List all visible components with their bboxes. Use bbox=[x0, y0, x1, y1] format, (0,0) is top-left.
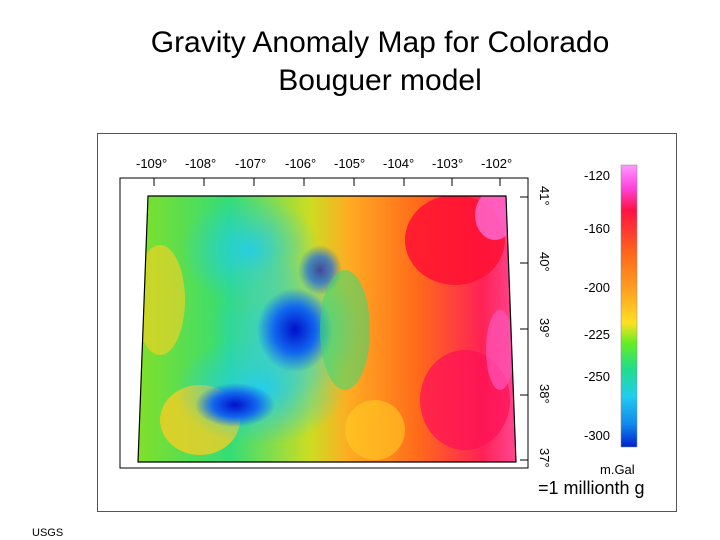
map-title: Gravity Anomaly Map for Colorado bbox=[150, 26, 610, 59]
source-credit: USGS bbox=[32, 527, 64, 539]
longitude-label: -102° bbox=[481, 156, 513, 171]
colorbar-units: m.Gal bbox=[600, 462, 635, 477]
longitude-label: -109° bbox=[136, 156, 168, 171]
longitude-ticks bbox=[153, 178, 501, 186]
state-outline bbox=[137, 195, 517, 463]
map-subtitle: Bouguer model bbox=[278, 64, 482, 97]
longitude-label: -105° bbox=[334, 156, 366, 171]
longitude-label: -104° bbox=[383, 156, 415, 171]
latitude-label: 41° bbox=[537, 186, 552, 206]
colorbar-label: -250 bbox=[584, 369, 611, 384]
longitude-label: -103° bbox=[432, 156, 464, 171]
colorbar bbox=[620, 164, 638, 448]
unit-note: =1 millionth g bbox=[538, 478, 645, 498]
colorbar-label: -200 bbox=[584, 280, 611, 295]
colorbar-label: -300 bbox=[584, 428, 611, 443]
longitude-label: -106° bbox=[285, 156, 317, 171]
colorbar-label: -225 bbox=[584, 327, 611, 342]
latitude-label: 37° bbox=[537, 448, 552, 468]
latitude-label: 39° bbox=[537, 318, 552, 338]
latitude-ticks bbox=[520, 196, 528, 461]
latitude-label: 40° bbox=[537, 252, 552, 272]
longitude-label: -108° bbox=[185, 156, 217, 171]
colorbar-label: -160 bbox=[584, 221, 611, 236]
colorado-anomaly-field bbox=[138, 196, 516, 462]
colorbar-label: -120 bbox=[584, 168, 611, 183]
longitude-label: -107° bbox=[235, 156, 267, 171]
latitude-label: 38° bbox=[537, 384, 552, 404]
